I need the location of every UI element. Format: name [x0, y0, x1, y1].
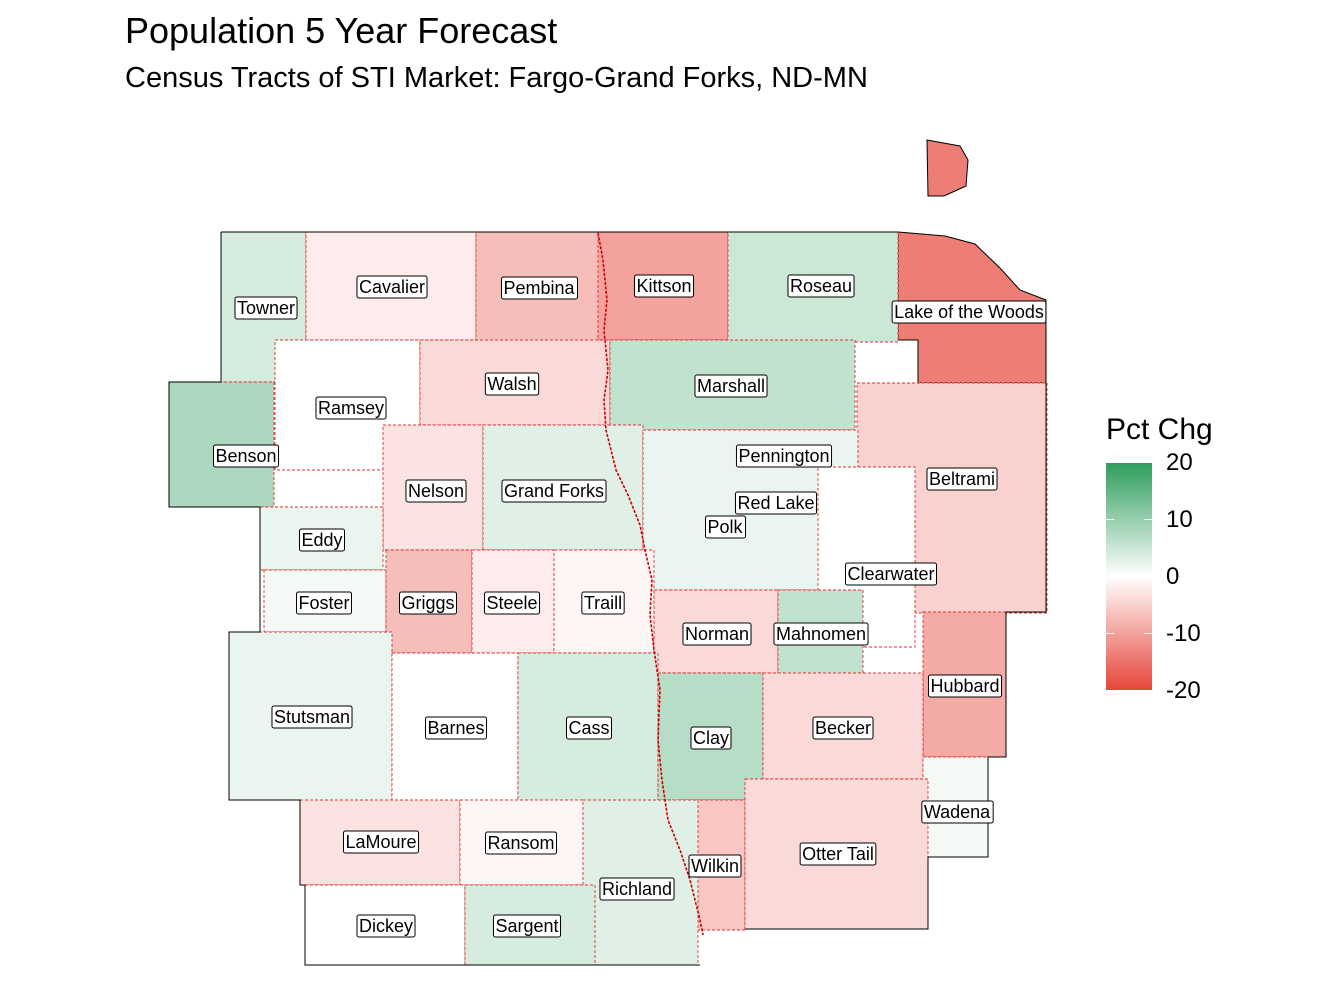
county-label: Clay — [693, 728, 729, 748]
county-label: Beltrami — [929, 469, 995, 489]
county-label: Red Lake — [737, 493, 814, 513]
county-label: Becker — [815, 718, 871, 738]
county-label: Kittson — [636, 276, 691, 296]
county-label-box — [492, 914, 562, 938]
county-label: Roseau — [790, 276, 852, 296]
county-label-box — [812, 716, 874, 740]
county-label: Cavalier — [359, 277, 425, 297]
county-label-box — [501, 479, 607, 503]
county-label-box — [212, 444, 280, 468]
county-shapes — [168, 139, 1048, 966]
county-label: Pennington — [738, 446, 829, 466]
chart-title: Population 5 Year Forecast — [125, 10, 558, 51]
county-label-box — [424, 716, 488, 740]
county-label-box — [787, 274, 855, 298]
county-label: Cass — [568, 718, 609, 738]
red-river-line — [597, 232, 704, 936]
county-shape — [926, 139, 969, 197]
county-label: Walsh — [487, 374, 536, 394]
county-label: Clearwater — [847, 564, 934, 584]
county-label-box — [773, 622, 869, 646]
county-label-box — [704, 515, 747, 539]
legend-title: Pct Chg — [1106, 413, 1213, 446]
county-label: Lake of the Woods — [894, 302, 1044, 322]
chart-subtitle: Census Tracts of STI Market: Fargo-Grand… — [125, 62, 868, 94]
county-label: Nelson — [408, 481, 464, 501]
market-outline — [168, 231, 1047, 966]
county-label: Steele — [486, 593, 537, 613]
county-label-box — [694, 374, 768, 398]
county-label: Ramsey — [318, 398, 384, 418]
county-label: Traill — [584, 593, 622, 613]
county-label: Stutsman — [274, 707, 350, 727]
county-label: Griggs — [401, 593, 454, 613]
county-label-box — [799, 842, 877, 866]
legend-tick-label: 20 — [1166, 449, 1193, 476]
county-label: Ransom — [487, 833, 554, 853]
county-label-box — [926, 467, 998, 491]
county-label: Benson — [215, 446, 276, 466]
county-label: Wilkin — [691, 856, 739, 876]
county-label-box — [234, 296, 298, 320]
county-label: Wadena — [924, 802, 991, 822]
county-label: Norman — [685, 624, 749, 644]
county-label: Barnes — [427, 718, 484, 738]
county-label-box — [633, 274, 695, 298]
county-label-box — [315, 396, 387, 420]
county-label: Towner — [237, 298, 295, 318]
county-label-box — [921, 800, 994, 824]
county-label-box — [298, 528, 346, 552]
county-label-box — [500, 276, 579, 300]
county-label: Sargent — [495, 916, 558, 936]
county-label: LaMoure — [345, 832, 416, 852]
legend-tick-label: -20 — [1166, 677, 1201, 704]
county-label-box — [844, 562, 938, 586]
county-label: Pembina — [503, 278, 575, 298]
county-label-box — [690, 726, 732, 750]
county-label-box — [398, 591, 458, 615]
county-labels: Towner Cavalier Pembina Kittson Roseau Lake o… — [212, 274, 1047, 938]
county-label-box — [484, 831, 558, 855]
county-label: Polk — [707, 517, 743, 537]
county-label-box — [565, 716, 613, 740]
county-label-box — [688, 854, 742, 878]
county-label-box — [581, 591, 625, 615]
county-label: Eddy — [301, 530, 342, 550]
county-label-box — [405, 479, 467, 503]
county-label-box — [599, 877, 675, 901]
county-label-box — [356, 914, 416, 938]
county-label-box — [271, 705, 353, 729]
county-label-box — [734, 491, 818, 515]
county-label: Grand Forks — [504, 481, 604, 501]
county-label: Richland — [602, 879, 672, 899]
county-label: Mahnomen — [776, 624, 866, 644]
county-label-box — [356, 275, 428, 299]
county-label-box — [927, 674, 1003, 698]
county-label-box — [891, 300, 1047, 324]
county-label: Hubbard — [930, 676, 999, 696]
county-label-box — [735, 444, 833, 468]
county-label: Otter Tail — [802, 844, 874, 864]
county-label-box — [484, 372, 540, 396]
legend-tick-label: 10 — [1166, 506, 1193, 533]
county-label-box — [342, 830, 420, 854]
county-label: Foster — [298, 593, 349, 613]
legend-tick-label: -10 — [1166, 620, 1201, 647]
county-label: Marshall — [697, 376, 765, 396]
county-label-box — [483, 591, 541, 615]
county-label-box — [682, 622, 752, 646]
legend-tick-label: 0 — [1166, 563, 1180, 590]
county-label-box — [295, 591, 353, 615]
county-label: Dickey — [359, 916, 413, 936]
